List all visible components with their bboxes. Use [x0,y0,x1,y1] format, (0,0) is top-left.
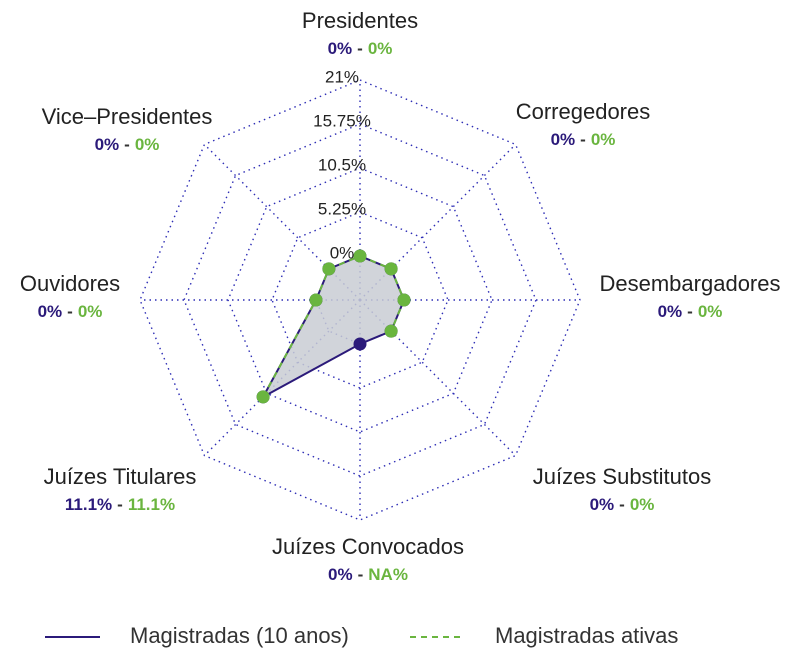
data-point [397,293,411,307]
category-label: Juízes Titulares [44,464,197,489]
value-separator: - [357,39,363,58]
value-label-group: 0% - NA% [328,565,408,584]
category-label: Desembargadores [600,271,781,296]
value-separator: - [117,495,123,514]
spoke [359,299,517,457]
value-label: 0% [630,495,655,514]
data-point [256,390,270,404]
value-label: 0% [698,302,723,321]
data-point [384,262,398,276]
data-point [384,324,398,338]
value-separator: - [358,565,364,584]
value-separator: - [580,130,586,149]
value-label: 0% [590,495,615,514]
value-label: 0% [591,130,616,149]
value-label-group: 11.1% -11.1% [65,495,175,514]
value-label-group: 0% -0% [38,302,103,321]
value-separator: - [124,135,130,154]
category-label: Presidentes [302,8,418,33]
value-label: 0% [38,302,63,321]
value-label-group: 0% -0% [551,130,616,149]
value-label: 11.1% [128,495,175,514]
y-tick-label: 15.75% [313,111,371,130]
category-label: Ouvidores [20,271,120,296]
value-label: 0% [368,39,393,58]
value-label: 0% [95,135,120,154]
y-tick-label: 0% [330,243,355,262]
category-label: Vice–Presidentes [42,104,213,129]
data-point [353,249,367,263]
value-label-group: 0% -0% [328,39,393,58]
value-separator: - [619,495,625,514]
category-label: Juízes Substitutos [533,464,712,489]
value-separator: - [687,302,693,321]
category-label: Juízes Convocados [272,534,464,559]
category-label: Corregedores [516,99,651,124]
legend-label: Magistradas ativas [495,623,678,648]
value-label: NA% [368,565,408,584]
value-label: 0% [328,565,353,584]
data-point [309,293,323,307]
spoke [203,143,361,301]
y-tick-label: 10.5% [318,155,366,174]
data-point [322,262,336,276]
value-label-group: 0% -0% [590,495,655,514]
y-tick-label: 5.25% [318,199,366,218]
area [263,256,404,397]
value-label: 0% [658,302,683,321]
value-separator: - [67,302,73,321]
value-label-group: 0% -0% [95,135,160,154]
y-tick-label: 21% [325,67,359,86]
data-point [353,337,367,351]
value-label: 0% [328,39,353,58]
grid-ring [139,79,581,521]
legend-label: Magistradas (10 anos) [130,623,349,648]
value-label: 11.1% [65,495,112,514]
value-label: 0% [78,302,103,321]
value-label: 0% [135,135,160,154]
value-label: 0% [551,130,576,149]
value-label-group: 0% -0% [658,302,723,321]
